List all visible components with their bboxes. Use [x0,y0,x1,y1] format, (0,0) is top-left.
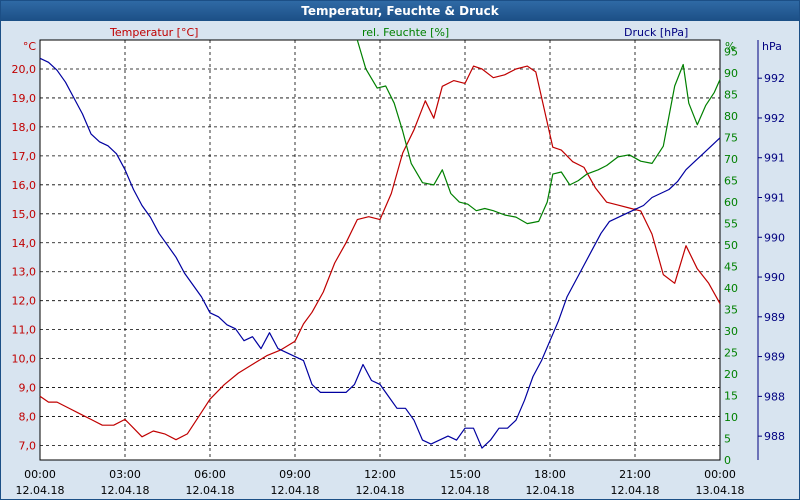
x-tick-labels: 00:00 12.04.18 03:00 12.04.18 06:00 12.04.18 0… [16,468,745,497]
x-tick-time: 00:00 [704,468,736,481]
pressure-tick-labels: 988 988 989 989 990 990 991 991 992 992 [757,40,785,460]
x-tick-time: 18:00 [534,468,566,481]
humidity-tick: 15 [724,390,738,403]
pressure-axis-title: Druck [hPa] [624,26,688,39]
x-tick-time: 00:00 [24,468,56,481]
humidity-tick: 90 [724,67,738,80]
temperature-tick: 20,0 [12,63,37,76]
x-tick-date: 13.04.18 [696,484,745,497]
pressure-tick: 990 [764,231,785,244]
pressure-tick: 992 [764,72,785,85]
temperature-tick: 12,0 [12,295,37,308]
grid-lines [40,40,720,460]
pressure-tick: 989 [764,351,785,364]
temperature-tick: 7,0 [19,440,37,453]
pressure-series-line [39,57,721,449]
humidity-tick: 35 [724,304,738,317]
x-tick-date: 12.04.18 [271,484,320,497]
humidity-series-line [356,39,721,225]
x-tick-time: 06:00 [194,468,226,481]
humidity-axis-title: rel. Feuchte [%] [362,26,449,39]
series-layer [39,39,721,449]
temperature-tick: 13,0 [12,266,37,279]
temperature-tick: 9,0 [19,382,37,395]
humidity-tick: 95 [724,46,738,59]
x-tick-time: 21:00 [619,468,651,481]
humidity-tick-labels: 0 5 10 15 20 25 30 35 40 45 50 55 60 65 70 75 80 85 90 95 [724,46,738,467]
x-tick-date: 12.04.18 [526,484,575,497]
humidity-tick: 50 [724,239,738,252]
humidity-tick: 10 [724,411,738,424]
temperature-unit-label: °C [23,40,37,53]
humidity-tick: 80 [724,110,738,123]
humidity-tick: 45 [724,261,738,274]
x-tick-time: 03:00 [109,468,141,481]
x-tick-time: 09:00 [279,468,311,481]
x-tick-date: 12.04.18 [16,484,65,497]
x-tick-time: 12:00 [364,468,396,481]
x-tick-date: 12.04.18 [611,484,660,497]
temperature-series-line [39,65,721,441]
pressure-tick: 991 [764,192,785,205]
temperature-axis-title: Temperatur [°C] [109,26,198,39]
humidity-tick: 0 [724,454,731,467]
x-tick-date: 12.04.18 [101,484,150,497]
humidity-tick: 25 [724,347,738,360]
pressure-tick: 989 [764,311,785,324]
x-tick-date: 12.04.18 [186,484,235,497]
humidity-tick: 55 [724,218,738,231]
humidity-tick: 60 [724,196,738,209]
humidity-tick: 70 [724,153,738,166]
temperature-tick: 17,0 [12,150,37,163]
chart-title: Temperatur, Feuchte & Druck [1,1,799,21]
temperature-tick: 18,0 [12,121,37,134]
temperature-tick: 10,0 [12,353,37,366]
humidity-tick: 5 [724,433,731,446]
humidity-unit-label: % [725,40,735,53]
x-tick-date: 12.04.18 [441,484,490,497]
temperature-tick: 15,0 [12,208,37,221]
pressure-tick: 991 [764,152,785,165]
temperature-tick: 19,0 [12,92,37,105]
pressure-tick: 988 [764,390,785,403]
pressure-tick: 990 [764,271,785,284]
humidity-tick: 75 [724,132,738,145]
temperature-tick-labels: 7,0 8,0 9,0 10,0 11,0 12,0 13,0 14,0 15,0 16,0 17,… [12,63,37,453]
pressure-unit-label: hPa [762,40,782,53]
temperature-tick: 8,0 [19,411,37,424]
humidity-tick: 85 [724,89,738,102]
temperature-tick: 14,0 [12,237,37,250]
temperature-tick: 11,0 [12,324,37,337]
humidity-tick: 40 [724,282,738,295]
pressure-tick: 992 [764,112,785,125]
pressure-tick: 988 [764,430,785,443]
humidity-tick: 65 [724,175,738,188]
x-tick-time: 15:00 [449,468,481,481]
temperature-tick: 16,0 [12,179,37,192]
humidity-tick: 30 [724,325,738,338]
x-tick-date: 12.04.18 [356,484,405,497]
humidity-tick: 20 [724,368,738,381]
